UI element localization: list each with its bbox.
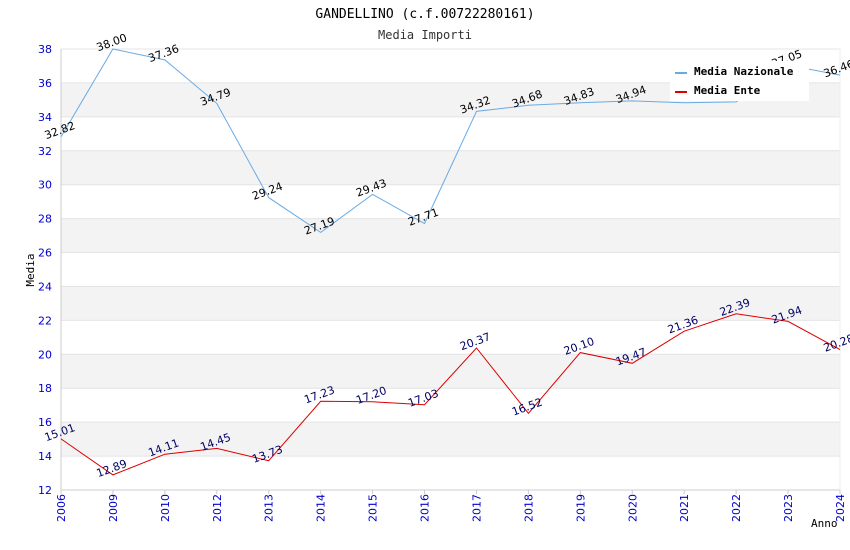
axes [60, 49, 841, 494]
legend-box [670, 61, 809, 101]
data-label: 17.03 [406, 387, 440, 410]
x-tick-label: 2018 [522, 494, 535, 522]
x-tick-label: 2006 [55, 494, 68, 522]
grid-band [61, 218, 840, 253]
grid-bands [61, 82, 840, 457]
x-tick-label: 2010 [159, 494, 172, 522]
x-tick-label: 2021 [678, 494, 691, 522]
x-tick-label: 2023 [782, 494, 795, 522]
y-axis-label: Media [24, 253, 37, 286]
y-tick-label: 16 [38, 416, 52, 429]
y-tick-labels: 12 14 16 18 20 22 24 26 28 30 32 34 36 38 [38, 43, 52, 497]
x-tick-label: 2013 [263, 494, 276, 522]
x-tick-label: 2020 [626, 494, 639, 522]
data-label: 37.36 [147, 42, 181, 65]
y-tick-label: 18 [38, 382, 52, 395]
x-tick-label: 2015 [367, 494, 380, 522]
x-tick-label: 2024 [834, 494, 847, 522]
legend-label-ente: Media Ente [694, 84, 761, 97]
y-tick-label: 12 [38, 484, 52, 497]
series-line-ente [60, 313, 841, 476]
y-tick-label: 20 [38, 348, 52, 361]
data-label: 36.46 [822, 57, 850, 80]
x-tick-label: 2022 [730, 494, 743, 522]
data-label: 20.28 [822, 332, 850, 355]
x-tick-label: 2012 [211, 494, 224, 522]
data-label: 12.89 [95, 457, 129, 480]
x-tick-label: 2016 [419, 494, 432, 522]
y-tick-label: 36 [38, 77, 52, 90]
grid-band [61, 286, 840, 321]
legend: Media Nazionale Media Ente [670, 61, 809, 101]
y-tick-label: 24 [38, 280, 52, 293]
legend-label-nazionale: Media Nazionale [694, 65, 794, 78]
grid-band [61, 354, 840, 389]
y-tick-label: 30 [38, 179, 52, 192]
y-tick-label: 34 [38, 111, 52, 124]
y-tick-label: 38 [38, 43, 52, 56]
series-line-nazionale [60, 48, 841, 234]
x-tick-label: 2019 [574, 494, 587, 522]
series-lines [60, 48, 841, 476]
data-label: 16.52 [510, 396, 544, 419]
x-tick-label: 2009 [107, 494, 120, 522]
chart-title: GANDELLINO (c.f.00722280161) [315, 7, 534, 22]
x-tick-label: 2014 [315, 494, 328, 522]
y-tick-label: 22 [38, 314, 52, 327]
x-tick-label: 2017 [470, 494, 483, 522]
y-tick-label: 14 [38, 450, 52, 463]
y-tick-label: 28 [38, 213, 52, 226]
y-tick-label: 26 [38, 247, 52, 260]
y-tick-label: 32 [38, 145, 52, 158]
x-axis-label: Anno [811, 517, 838, 530]
grid-band [61, 422, 840, 457]
x-tick-labels: 2006 2009 2010 2012 2013 2014 2015 2016 2017 2018… [55, 494, 847, 522]
chart-subtitle: Media Importi [378, 28, 472, 42]
